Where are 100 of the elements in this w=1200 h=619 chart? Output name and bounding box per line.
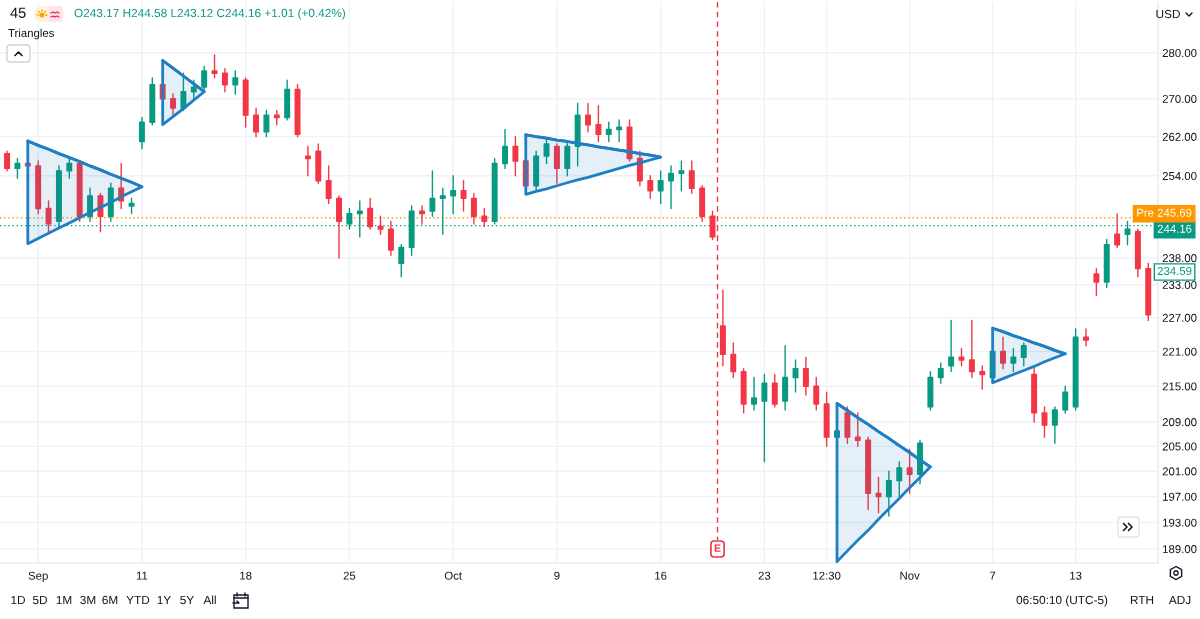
candlestick [4,150,11,172]
candlestick [1093,267,1100,297]
candlestick [823,391,830,448]
candlestick [315,143,322,184]
y-tick-label: 221.00 [1162,347,1197,356]
x-tick-label: Sep [28,571,48,582]
candlestick [138,116,145,150]
candlestick [751,376,757,411]
x-tick-label: 18 [240,571,252,580]
x-tick-label: 11 [136,571,148,580]
candlestick [491,157,498,225]
candlestick [512,135,519,177]
candlestick [211,54,218,79]
candlestick [460,180,467,212]
candlestick [730,342,737,379]
candlestick [429,170,436,217]
candlestick [419,205,426,225]
text: 6M [102,595,118,605]
candlestick [1051,406,1058,444]
candlestick [813,376,820,411]
candlestick [1000,336,1006,370]
candlestick [574,102,581,167]
text: YTD [126,595,150,605]
y-tick-label: 205.00 [1162,442,1197,451]
text: RTH [1130,595,1154,605]
candlestick [180,72,187,112]
candlestick [263,109,270,138]
candlestick [221,67,228,93]
annotation: 234.59 [1157,266,1192,276]
candlestick [66,157,73,179]
ref-line-label: Pre 245.69 [1137,208,1192,217]
candlestick [553,143,560,184]
candlestick [771,373,778,408]
candlestick [968,319,975,379]
y-tick-label: 238.00 [1162,254,1197,263]
ref-line-label: 244.16 [1157,224,1192,233]
candlestick [14,157,21,179]
candlestick [802,356,809,396]
candlestick [647,175,654,200]
y-tick-label: 280.00 [1162,48,1197,58]
candlestick [502,128,509,170]
candlestick [273,109,280,126]
y-tick-label: 197.00 [1163,492,1197,501]
y-tick-label: 227.00 [1162,313,1197,322]
candlestick [740,368,747,414]
candlestick [1031,365,1038,423]
text: 1D [11,595,25,605]
candlestick [927,370,934,411]
y-tick-label: 209.00 [1162,418,1197,427]
x-tick-label: 13 [1070,571,1082,580]
chart-title: 45 [10,7,26,18]
candlestick [201,65,208,93]
candlestick [325,165,332,205]
candlestick [242,77,249,128]
candlestick [1072,328,1079,411]
candlestick [668,165,674,210]
candlestick [398,244,405,278]
candlestick [937,362,944,384]
y-tick-label: 193.00 [1163,518,1197,527]
text: 06:50:10 (UTC-5) [1016,595,1108,607]
candlestick [533,150,540,192]
x-tick-label: Oct [444,571,462,580]
text: 1Y [157,595,171,605]
annotation: E [714,544,721,552]
candlestick [232,70,239,95]
candlestick [367,197,374,230]
candlestick [149,77,156,126]
candlestick [616,119,623,143]
candlestick [304,145,311,177]
x-tick-label: 9 [554,571,560,580]
x-tick-label: 7 [990,571,996,580]
candlestick [595,105,602,143]
candlestick [865,436,872,511]
candlestick [1062,385,1069,414]
x-tick-label: 16 [655,571,667,580]
candlestick [87,187,94,223]
candlestick [719,289,726,367]
candlestick [657,170,664,205]
candlestick [118,162,125,210]
candlestick [128,197,135,215]
annotation: O243.17 H244.58 L243.12 C244.16 +1.01 (+0.42%) [74,8,345,20]
candlestick [636,150,643,187]
candlestick [626,119,633,162]
x-tick-label: 23 [758,571,771,580]
x-tick-label: Nov [900,571,920,580]
candlestick [585,102,592,133]
candlestick [1134,228,1141,278]
candlestick [844,406,851,444]
candlestick [35,160,42,215]
text: Triangles [8,28,54,40]
annotation: USD [1156,9,1180,19]
candlestick [896,461,903,498]
y-tick-label: 201.00 [1162,467,1197,476]
candlestick [336,195,343,259]
candlestick [1083,328,1089,347]
candlestick [284,79,291,121]
candlestick [885,470,892,517]
y-tick-label: 233.00 [1162,280,1197,289]
text: 3M [80,595,96,605]
candlestick [948,319,955,373]
